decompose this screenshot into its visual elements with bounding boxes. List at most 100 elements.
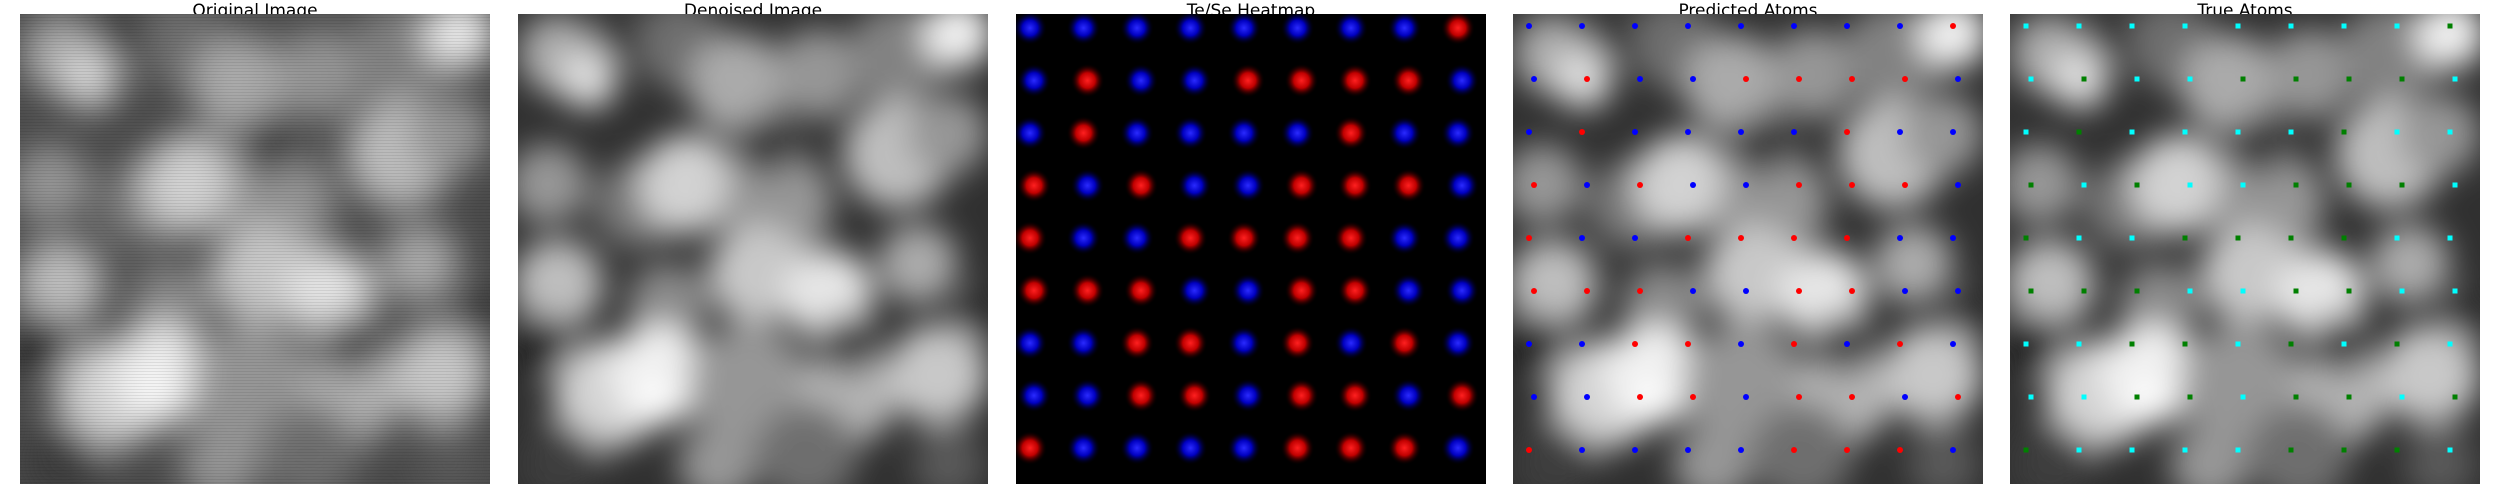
atom-marker-type-b — [2023, 23, 2029, 29]
atom-marker-type-a — [1637, 182, 1643, 188]
atom-marker-type-a — [1849, 76, 1855, 82]
atom-marker-type-b — [1738, 129, 1744, 135]
heatmap-te-spot — [1227, 221, 1261, 255]
heatmap-te-spot — [1173, 326, 1208, 360]
heatmap-se-spot — [1391, 273, 1426, 308]
atom-marker-type-a — [2341, 235, 2347, 241]
atom-marker-type-a — [1526, 235, 1532, 241]
atom-marker-type-b — [2394, 129, 2400, 135]
atom-marker-type-a — [1844, 235, 1850, 241]
intensity-blob — [2310, 314, 2370, 374]
intensity-blob — [848, 14, 948, 104]
heatmap-se-spot — [1173, 14, 1208, 45]
heatmap-se-spot — [1120, 221, 1154, 255]
heatmap-te-spot — [1017, 273, 1051, 308]
panel-predicted-atoms: Predicted Atoms — [1513, 2, 1983, 484]
intensity-blob — [878, 224, 958, 304]
heatmap-se-spot — [1016, 116, 1047, 150]
intensity-blob — [2085, 14, 2135, 59]
atom-marker-type-b — [1632, 129, 1638, 135]
intensity-blob — [2100, 324, 2200, 424]
heatmap-se-spot — [1445, 168, 1479, 203]
intensity-blob — [1948, 289, 1983, 339]
atom-marker-type-a — [2394, 447, 2400, 453]
intensity-blob — [1703, 224, 1803, 324]
atom-marker-type-a — [2346, 182, 2352, 188]
atom-marker-type-a — [1849, 182, 1855, 188]
intensity-blob — [2180, 34, 2280, 134]
heatmap-te-spot — [1066, 116, 1101, 150]
atom-marker-type-a — [1579, 129, 1585, 135]
heatmap-te-spot — [1338, 378, 1372, 413]
atom-marker-type-a — [2399, 76, 2405, 82]
atom-marker-type-b — [1950, 235, 1956, 241]
intensity-blob — [2010, 144, 2080, 224]
panel-original-image: Original Image — [20, 2, 490, 484]
atom-marker-type-b — [2023, 341, 2029, 347]
atom-marker-type-a — [2182, 341, 2188, 347]
atom-marker-type-b — [2399, 394, 2405, 400]
atom-marker-type-a — [1637, 394, 1643, 400]
intensity-blob — [818, 314, 878, 374]
atom-marker-type-b — [1579, 447, 1585, 453]
intensity-blob — [1513, 144, 1583, 224]
atom-marker-type-a — [1902, 76, 1908, 82]
heatmap-se-spot — [1173, 116, 1208, 150]
atom-marker-type-b — [1955, 76, 1961, 82]
heatmap-se-spot — [1120, 431, 1154, 465]
atom-marker-type-a — [2235, 235, 2241, 241]
atom-marker-type-a — [2293, 394, 2299, 400]
intensity-blob — [1753, 404, 1853, 484]
atom-marker-type-b — [2240, 394, 2246, 400]
atom-marker-type-b — [1632, 235, 1638, 241]
atom-marker-type-a — [2288, 341, 2294, 347]
atom-marker-type-b — [2447, 129, 2453, 135]
atom-marker-type-b — [2394, 23, 2400, 29]
heatmap-se-spot — [1231, 378, 1265, 413]
atom-marker-type-a — [2293, 288, 2299, 294]
heatmap-te-spot — [1334, 431, 1368, 465]
atom-marker-type-b — [1637, 76, 1643, 82]
heatmap-te-spot — [1391, 168, 1426, 203]
heatmap-te-spot — [1124, 273, 1158, 308]
atom-marker-type-b — [2394, 235, 2400, 241]
heatmap-te-spot — [1445, 378, 1479, 413]
heatmap-te-spot — [1338, 168, 1372, 203]
heatmap-se-spot — [1066, 326, 1101, 360]
intensity-blob — [2128, 382, 2172, 426]
atom-marker-type-a — [1531, 288, 1537, 294]
atom-marker-type-b — [1955, 182, 1961, 188]
heatmap-se-spot — [1070, 378, 1105, 413]
intensity-blob — [888, 324, 988, 424]
atom-marker-type-b — [1738, 23, 1744, 29]
atom-marker-type-b — [2447, 341, 2453, 347]
intensity-blob — [2120, 264, 2200, 344]
atom-marker-type-b — [2028, 394, 2034, 400]
intensity-blob — [2340, 14, 2440, 104]
atom-marker-type-b — [1685, 447, 1691, 453]
atom-marker-type-b — [2447, 235, 2453, 241]
atom-marker-type-a — [1526, 447, 1532, 453]
heatmap-te-spot — [1120, 326, 1154, 360]
intensity-blob — [608, 324, 708, 424]
atom-marker-type-b — [1579, 341, 1585, 347]
atom-marker-type-a — [1796, 394, 1802, 400]
atom-marker-type-b — [2182, 447, 2188, 453]
atom-marker-type-b — [2452, 182, 2458, 188]
atom-marker-type-b — [1902, 394, 1908, 400]
panel-true-atoms: True Atoms — [2010, 2, 2480, 484]
intensity-blob — [518, 424, 598, 484]
intensity-blob — [1683, 34, 1783, 134]
atom-marker-type-b — [1743, 394, 1749, 400]
heatmap-se-spot — [1066, 431, 1101, 465]
atom-marker-type-b — [2182, 129, 2188, 135]
heatmap-se-spot — [1016, 326, 1047, 360]
heatmap-se-spot — [1120, 14, 1154, 45]
heatmap-te-spot — [1017, 168, 1051, 203]
heatmap-te-spot — [1334, 116, 1368, 150]
heatmap-te-spot — [1016, 431, 1047, 465]
heatmap-se-spot — [1334, 14, 1368, 45]
atom-marker-type-a — [2081, 288, 2087, 294]
heatmap-te-spot — [1334, 221, 1368, 255]
heatmap-se-spot — [1280, 14, 1315, 45]
